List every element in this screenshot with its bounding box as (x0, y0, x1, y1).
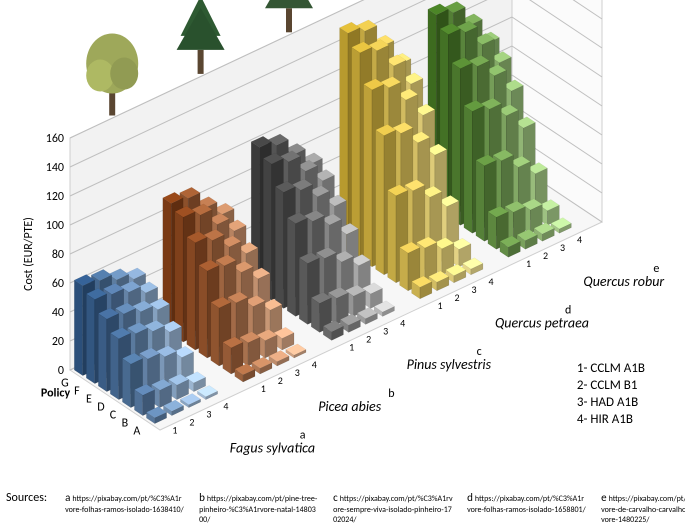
svg-text:1: 1 (261, 382, 266, 395)
svg-text:c: c (477, 345, 482, 359)
sources-label: Sources: (6, 491, 47, 506)
svg-text:2: 2 (278, 374, 283, 387)
svg-text:C: C (110, 408, 117, 422)
svg-text:2: 2 (543, 249, 548, 262)
svg-text:3: 3 (206, 408, 211, 421)
svg-text:20: 20 (52, 335, 64, 349)
svg-text:Quercus robur: Quercus robur (583, 273, 664, 290)
svg-text:2: 2 (455, 291, 460, 304)
svg-text:Cost (EUR/PTE): Cost (EUR/PTE) (22, 217, 36, 291)
svg-text:120: 120 (46, 190, 64, 204)
svg-text:4: 4 (312, 358, 317, 371)
svg-text:2: 2 (366, 332, 371, 345)
svg-text:3: 3 (560, 241, 565, 254)
svg-text:D: D (97, 400, 104, 414)
svg-text:Quercus petraea: Quercus petraea (495, 315, 589, 332)
svg-text:1: 1 (349, 340, 354, 353)
svg-text:4: 4 (400, 316, 405, 329)
svg-text:4: 4 (489, 275, 494, 288)
svg-text:3: 3 (472, 283, 477, 296)
source-a: ahttps://pixabay.com/pt/%C3%A1rvore-folh… (65, 491, 185, 525)
svg-text:140: 140 (46, 161, 64, 175)
svg-text:1: 1 (526, 257, 531, 270)
svg-text:A: A (133, 424, 140, 438)
svg-text:2: 2 (189, 416, 194, 429)
tree-icon (86, 34, 138, 116)
source-c: chttps://pixabay.com/pt/%C3%A1rvore-semp… (333, 491, 453, 525)
legend-2: 2- CCLM B1 (577, 378, 638, 393)
svg-text:e: e (653, 262, 659, 276)
svg-text:Policy: Policy (41, 386, 71, 400)
svg-text:3: 3 (383, 324, 388, 337)
svg-text:160: 160 (46, 132, 64, 146)
svg-text:F: F (74, 384, 80, 398)
svg-text:a: a (300, 428, 306, 442)
svg-text:1: 1 (438, 299, 443, 312)
legend-4: 4- HIR A1B (577, 412, 633, 427)
svg-text:40: 40 (52, 306, 64, 320)
svg-text:B: B (122, 416, 129, 430)
tree-icon (177, 0, 225, 74)
svg-text:1: 1 (172, 424, 177, 437)
svg-text:E: E (86, 392, 92, 406)
svg-text:60: 60 (52, 277, 64, 291)
svg-text:3: 3 (295, 366, 300, 379)
svg-text:Picea abies: Picea abies (318, 398, 382, 415)
legend-3: 3- HAD A1B (577, 395, 638, 410)
svg-text:d: d (565, 304, 571, 318)
source-d: dhttps://pixabay.com/pt/%C3%A1rvore-folh… (467, 491, 587, 525)
svg-text:4: 4 (223, 400, 228, 413)
sources-row: Sources: ahttps://pixabay.com/pt/%C3%A1r… (6, 491, 685, 525)
source-b: bhttps://pixabay.com/pt/pine-tree-pinhei… (199, 491, 319, 525)
svg-text:100: 100 (46, 219, 64, 233)
svg-text:b: b (388, 387, 394, 401)
legend-1: 1- CCLM A1B (577, 361, 645, 376)
scenario-legend: 1- CCLM A1B 2- CCLM B1 3- HAD A1B 4- HIR… (577, 361, 645, 429)
source-e: ehttps://pixabay.com/pt/%C3%A1rvore-de-c… (601, 491, 685, 525)
svg-text:80: 80 (52, 248, 64, 262)
svg-text:4: 4 (577, 233, 582, 246)
